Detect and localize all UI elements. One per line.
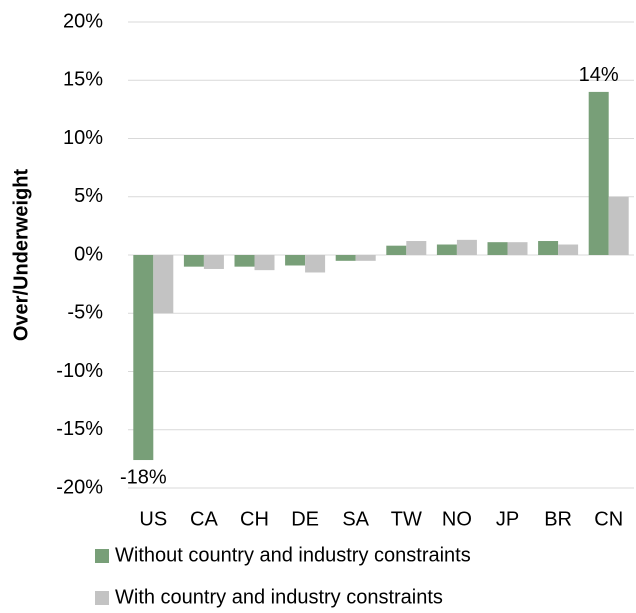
y-tick-label: 20% xyxy=(63,10,103,32)
legend-swatch xyxy=(95,549,109,563)
bar xyxy=(507,242,528,255)
x-tick-label: CH xyxy=(240,508,269,530)
x-tick-label: DE xyxy=(291,508,319,530)
bar xyxy=(254,255,275,271)
y-tick-label: 0% xyxy=(74,243,103,265)
bar xyxy=(406,241,427,255)
bar xyxy=(436,244,457,255)
bar xyxy=(487,242,508,255)
x-tick-label: NO xyxy=(442,508,472,530)
bar xyxy=(608,196,629,255)
bar xyxy=(234,255,255,267)
bar xyxy=(588,91,609,256)
bar xyxy=(153,255,174,314)
bar xyxy=(538,241,559,255)
y-tick-label: -15% xyxy=(56,418,103,440)
bar xyxy=(456,239,477,255)
y-tick-label: -20% xyxy=(56,476,103,498)
legend-label: Without country and industry constraints xyxy=(115,544,471,566)
bar xyxy=(355,255,376,261)
x-tick-label: US xyxy=(139,508,167,530)
y-tick-label: 15% xyxy=(63,69,103,91)
bar xyxy=(203,255,224,269)
data-label: -18% xyxy=(120,466,167,488)
y-axis-title: Over/Underweight xyxy=(10,169,32,342)
bar xyxy=(183,255,204,267)
bar xyxy=(285,255,306,266)
x-tick-label: CA xyxy=(190,508,218,530)
bar xyxy=(335,255,356,261)
x-tick-label: TW xyxy=(391,508,422,530)
legend-label: With country and industry constraints xyxy=(115,586,443,608)
data-label: 14% xyxy=(579,64,619,86)
bar xyxy=(558,244,579,255)
bar xyxy=(386,245,407,255)
y-tick-label: -5% xyxy=(67,302,103,324)
y-tick-label: -10% xyxy=(56,360,103,382)
x-tick-label: CN xyxy=(594,508,623,530)
x-tick-label: JP xyxy=(496,508,519,530)
x-tick-label: SA xyxy=(342,508,369,530)
bar xyxy=(305,255,326,273)
legend-swatch xyxy=(95,591,109,605)
y-tick-label: 10% xyxy=(63,127,103,149)
y-tick-label: 5% xyxy=(74,185,103,207)
bar xyxy=(133,255,154,461)
x-tick-label: BR xyxy=(544,508,572,530)
